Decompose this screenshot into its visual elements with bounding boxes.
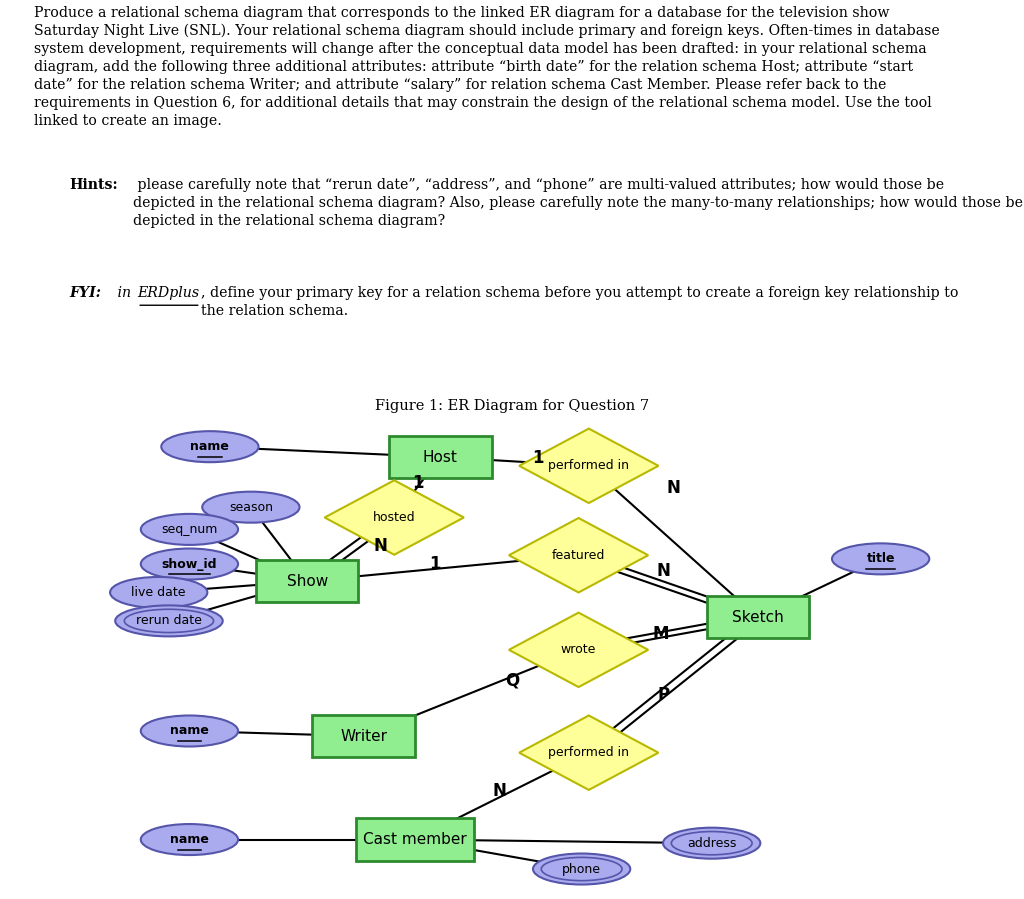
FancyBboxPatch shape [389, 436, 492, 478]
Text: in: in [113, 286, 135, 300]
Text: Produce a relational schema diagram that corresponds to the linked ER diagram fo: Produce a relational schema diagram that… [34, 6, 940, 128]
Text: N: N [667, 479, 681, 497]
Text: N: N [656, 562, 671, 580]
Polygon shape [519, 429, 658, 503]
Text: Figure 1: ER Diagram for Question 7: Figure 1: ER Diagram for Question 7 [375, 398, 649, 413]
Text: ERDplus: ERDplus [137, 286, 200, 300]
Text: Host: Host [423, 450, 458, 465]
Text: Writer: Writer [340, 729, 387, 743]
FancyBboxPatch shape [707, 596, 809, 638]
Text: please carefully note that “rerun date”, “address”, and “phone” are multi-valued: please carefully note that “rerun date”,… [133, 178, 1023, 227]
Text: M: M [652, 625, 669, 643]
Text: FYI:: FYI: [70, 286, 101, 300]
Text: Hints:: Hints: [70, 178, 118, 192]
Text: 1: 1 [429, 555, 441, 573]
Text: name: name [190, 441, 229, 453]
Ellipse shape [532, 853, 630, 885]
Polygon shape [509, 612, 648, 687]
Ellipse shape [203, 492, 299, 522]
Ellipse shape [141, 514, 238, 545]
Polygon shape [325, 480, 464, 555]
Text: Cast member: Cast member [362, 832, 467, 847]
Ellipse shape [141, 716, 238, 746]
Text: Q: Q [505, 672, 519, 690]
Text: live date: live date [131, 586, 186, 599]
Text: name: name [170, 833, 209, 846]
Text: , define your primary key for a relation schema before you attempt to create a f: , define your primary key for a relation… [201, 286, 958, 318]
Text: name: name [170, 725, 209, 737]
Ellipse shape [116, 605, 223, 636]
Text: Sketch: Sketch [732, 610, 783, 625]
Text: 1: 1 [412, 474, 424, 492]
Text: title: title [866, 552, 895, 565]
Text: seq_num: seq_num [161, 523, 218, 536]
Text: show_id: show_id [162, 557, 217, 571]
Text: address: address [687, 837, 736, 850]
Ellipse shape [664, 828, 760, 859]
Ellipse shape [141, 824, 238, 855]
Text: 1: 1 [531, 450, 544, 467]
Text: P: P [657, 686, 670, 704]
Text: featured: featured [552, 548, 605, 562]
FancyBboxPatch shape [256, 560, 358, 602]
Text: N: N [493, 782, 507, 800]
FancyBboxPatch shape [356, 818, 473, 860]
Text: season: season [229, 501, 272, 513]
Text: hosted: hosted [373, 511, 416, 524]
Text: performed in: performed in [548, 459, 630, 472]
Text: N: N [374, 538, 388, 556]
Ellipse shape [141, 548, 238, 580]
Text: phone: phone [562, 862, 601, 876]
Polygon shape [509, 518, 648, 592]
Text: performed in: performed in [548, 746, 630, 760]
Text: wrote: wrote [561, 644, 596, 656]
Text: rerun date: rerun date [136, 614, 202, 628]
Polygon shape [519, 716, 658, 790]
FancyBboxPatch shape [312, 715, 415, 757]
Text: Show: Show [287, 574, 328, 589]
Ellipse shape [831, 543, 930, 574]
Ellipse shape [111, 577, 207, 608]
Ellipse shape [161, 432, 258, 462]
